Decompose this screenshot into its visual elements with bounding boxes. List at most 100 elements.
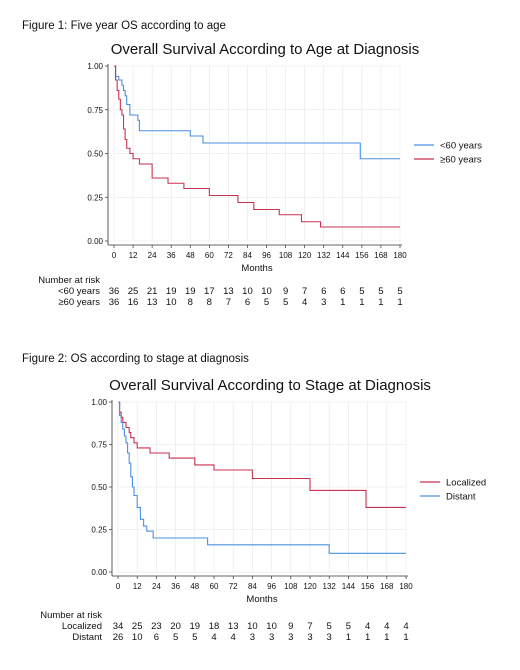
x-tick-label: 48 [186, 251, 195, 260]
risk-value: 3 [269, 632, 274, 643]
risk-value: 1 [403, 632, 408, 643]
x-tick-label: 108 [284, 582, 298, 591]
x-tick-label: 84 [243, 251, 252, 260]
risk-value: 23 [151, 621, 162, 632]
x-tick-label: 156 [361, 582, 375, 591]
risk-value: 3 [327, 632, 332, 643]
x-tick-label: 168 [374, 251, 388, 260]
x-tick-label: 48 [190, 582, 199, 591]
x-tick-label: 144 [336, 251, 350, 260]
risk-value: 18 [209, 621, 220, 632]
x-tick-label: 36 [167, 251, 176, 260]
x-tick-label: 96 [262, 251, 271, 260]
figure-2-caption: Figure 2: OS according to stage at diagn… [22, 353, 249, 365]
x-axis-label: Months [241, 263, 272, 274]
y-tick-label: 0.50 [91, 483, 107, 492]
risk-value: 1 [346, 632, 351, 643]
risk-value: 6 [340, 286, 345, 297]
risk-value: 3 [307, 632, 312, 643]
risk-value: 13 [147, 297, 158, 308]
y-tick-label: 0.00 [87, 237, 103, 246]
chart-title: Overall Survival According to Stage at D… [109, 377, 431, 394]
risk-value: 10 [242, 286, 253, 297]
risk-row-label-2: ≥60 years [58, 297, 100, 308]
km-curve-series-1 [114, 65, 400, 160]
risk-value: 36 [109, 286, 120, 297]
risk-value: 1 [397, 297, 402, 308]
x-tick-label: 156 [355, 251, 369, 260]
risk-value: 10 [132, 632, 143, 643]
risk-table-title: Number at risk [38, 275, 100, 286]
risk-value: 7 [307, 621, 312, 632]
risk-row-label-1: Localized [62, 621, 102, 632]
risk-value: 20 [170, 621, 181, 632]
legend-label-2: ≥60 years [440, 155, 482, 166]
risk-value: 19 [185, 286, 196, 297]
risk-value: 36 [109, 297, 120, 308]
legend-label-2: Distant [446, 492, 476, 503]
risk-value: 5 [173, 632, 178, 643]
x-tick-label: 12 [133, 582, 142, 591]
risk-value: 10 [261, 286, 272, 297]
km-curve-series-1 [118, 401, 406, 508]
risk-value: 4 [365, 621, 370, 632]
x-tick-label: 120 [298, 251, 312, 260]
risk-value: 7 [302, 286, 307, 297]
risk-value: 5 [264, 297, 269, 308]
risk-value: 21 [147, 286, 158, 297]
x-tick-label: 132 [317, 251, 331, 260]
x-tick-label: 24 [148, 251, 157, 260]
risk-value: 25 [128, 286, 139, 297]
risk-value: 3 [321, 297, 326, 308]
risk-value: 4 [302, 297, 307, 308]
x-tick-label: 0 [116, 582, 121, 591]
risk-value: 1 [365, 632, 370, 643]
x-tick-label: 72 [224, 251, 233, 260]
risk-value: 19 [190, 621, 201, 632]
risk-value: 5 [397, 286, 402, 297]
x-tick-label: 144 [342, 582, 356, 591]
risk-value: 3 [250, 632, 255, 643]
risk-value: 1 [378, 297, 383, 308]
x-tick-label: 108 [279, 251, 293, 260]
risk-value: 5 [283, 297, 288, 308]
y-tick-label: 0.75 [87, 106, 103, 115]
risk-value: 1 [359, 297, 364, 308]
x-tick-label: 0 [112, 251, 117, 260]
risk-value: 6 [321, 286, 326, 297]
x-tick-label: 24 [152, 582, 161, 591]
y-tick-label: 0.25 [91, 526, 107, 535]
risk-value: 5 [327, 621, 332, 632]
x-tick-label: 180 [393, 251, 407, 260]
risk-value: 4 [384, 621, 389, 632]
risk-value: 6 [245, 297, 250, 308]
risk-value: 4 [231, 632, 236, 643]
risk-value: 5 [346, 621, 351, 632]
y-tick-label: 0.75 [91, 441, 107, 450]
x-tick-label: 60 [210, 582, 219, 591]
x-tick-label: 12 [129, 251, 138, 260]
risk-value: 7 [226, 297, 231, 308]
y-tick-label: 0.00 [91, 568, 107, 577]
x-tick-label: 96 [267, 582, 276, 591]
x-tick-label: 60 [205, 251, 214, 260]
y-tick-label: 0.25 [87, 193, 103, 202]
risk-value: 25 [132, 621, 143, 632]
risk-row-label-2: Distant [72, 632, 102, 643]
risk-value: 9 [283, 286, 288, 297]
chart-title: Overall Survival According to Age at Dia… [111, 41, 420, 58]
legend-label-1: Localized [446, 478, 486, 489]
km-curve-series-2 [114, 65, 400, 228]
risk-value: 10 [266, 621, 277, 632]
legend-label-1: <60 years [440, 141, 482, 152]
x-tick-label: 132 [323, 582, 337, 591]
risk-value: 8 [188, 297, 193, 308]
risk-value: 5 [378, 286, 383, 297]
risk-value: 19 [166, 286, 177, 297]
risk-value: 4 [211, 632, 216, 643]
km-curve-series-2 [118, 401, 406, 554]
x-tick-label: 36 [171, 582, 180, 591]
risk-value: 26 [113, 632, 124, 643]
x-tick-label: 120 [303, 582, 317, 591]
risk-row-label-1: <60 years [58, 286, 100, 297]
